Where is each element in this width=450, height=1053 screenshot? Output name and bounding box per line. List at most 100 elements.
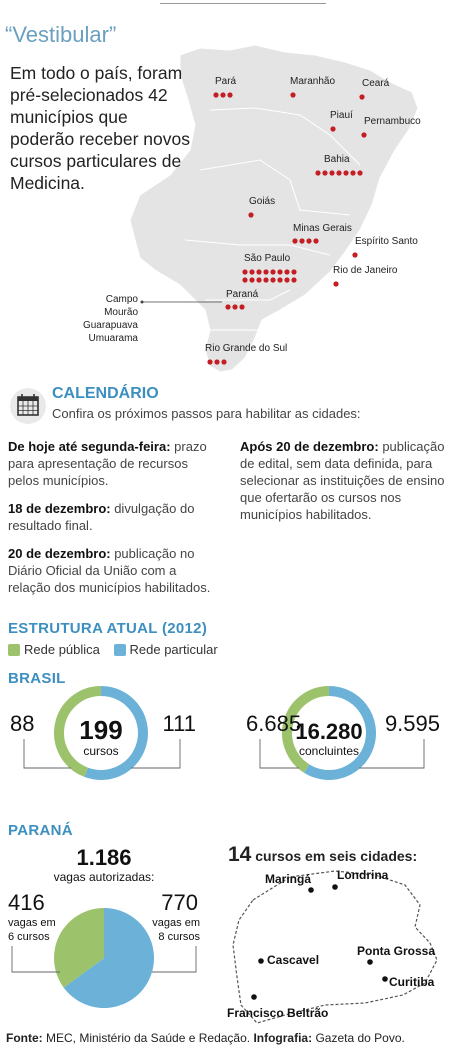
pie-total-label: vagas autorizadas: [54, 870, 155, 884]
brazil-map: Pará Maranhão Ceará Piauí Pernambuco Bahia Goi… [129, 44, 421, 373]
calendar-date: 18 de dezembro: [8, 501, 111, 516]
pie-total-value: 1.186 [76, 845, 131, 870]
municipality-dot [284, 277, 290, 283]
municipality-dot [242, 277, 248, 283]
city-label: Guarapuava [82, 320, 138, 331]
value-label-private: 9.595 [385, 711, 440, 736]
municipality-dot [315, 170, 321, 176]
city-label: Maringá [265, 872, 311, 886]
calendar-desc: publicação no Diário Oficial da União co… [8, 546, 211, 595]
state-label: Pernambuco [364, 116, 421, 127]
calendar-desc: publicação de edital, sem data definida,… [240, 439, 445, 522]
calendar-item: Após 20 de dezembro: publicação de edita… [240, 438, 445, 523]
sublabel-public-1: vagas em [8, 917, 56, 929]
municipality-dot [313, 238, 319, 244]
municipality-dot [284, 269, 290, 275]
leader-line [152, 946, 197, 973]
municipality-dot [263, 277, 269, 283]
city-dot [332, 884, 338, 890]
value-label-public: 88 [10, 711, 34, 736]
calendar-date: De hoje até segunda-feira: [8, 439, 171, 454]
donut-slice-public [282, 686, 330, 773]
sublabel-private-2: 8 cursos [158, 931, 200, 943]
structure-heading: ESTRUTURA ATUAL (2012) [8, 620, 208, 637]
sublabel-public-2: 6 cursos [8, 931, 50, 943]
calendar-date: Após 20 de dezembro: [240, 439, 379, 454]
municipality-dot [350, 170, 356, 176]
municipality-dot [361, 132, 367, 138]
municipality-dot [359, 94, 365, 100]
pie-slice-public [54, 908, 104, 988]
info-text: Gazeta do Povo. [312, 1031, 405, 1045]
leader-line [259, 739, 299, 769]
city-dot [258, 958, 264, 964]
municipality-dot [213, 92, 219, 98]
municipality-dot [277, 277, 283, 283]
calendar-heading: CALENDÁRIO [52, 385, 159, 402]
municipality-dot [270, 277, 276, 283]
value-label-public: 6.685 [246, 711, 301, 736]
lead-text: Em todo o país, foram pré-selecionados 4… [10, 63, 190, 193]
city-label: Cascavel [267, 953, 319, 967]
city-label: Campo Mourão [104, 294, 138, 318]
public-swatch [8, 644, 20, 656]
municipality-dot [256, 277, 262, 283]
sublabel-private-1: vagas em [152, 917, 200, 929]
pie-slice-private [63, 908, 155, 1009]
municipality-dot [227, 92, 233, 98]
municipality-dot [248, 212, 254, 218]
municipality-dot [292, 238, 298, 244]
state-label: Paraná [226, 289, 259, 300]
state-label: Rio de Janeiro [333, 265, 398, 276]
municipality-dot [239, 304, 245, 310]
calendar-item: De hoje até segunda-feira: prazo para ap… [8, 438, 218, 489]
municipality-dot [221, 359, 227, 365]
private-swatch [113, 644, 126, 656]
leader-line [359, 739, 425, 769]
leader-line [11, 946, 60, 973]
municipality-dot [336, 170, 342, 176]
state-label: Rio Grande do Sul [205, 343, 287, 354]
parana-cities-list: Campo Mourão Guarapuava Umuarama [70, 293, 138, 345]
parana-outline [232, 870, 438, 1024]
municipality-dot [290, 92, 296, 98]
municipality-dot [291, 277, 297, 283]
municipality-dot [291, 269, 297, 275]
state-label: Bahia [324, 154, 350, 165]
municipality-dot [322, 170, 328, 176]
municipality-dot [225, 304, 231, 310]
municipality-dot [352, 252, 358, 258]
state-label: Minas Gerais [293, 223, 352, 234]
leader-line [131, 739, 181, 769]
courses-count: 14 [228, 843, 252, 866]
municipality-dot [299, 238, 305, 244]
municipality-dot [306, 238, 312, 244]
donut-center-value: 199 [79, 715, 122, 745]
source-label: Fonte: [6, 1031, 43, 1045]
municipality-dot [249, 269, 255, 275]
municipality-dot [249, 277, 255, 283]
calendar-desc: prazo para apresentação de recursos pelo… [8, 439, 207, 488]
municipality-dot [343, 170, 349, 176]
state-label: Ceará [362, 78, 390, 89]
state-label: Goiás [249, 196, 275, 207]
calendar-item: 18 de dezembro: divulgação do resultado … [8, 500, 218, 534]
parana-map: Maringá Londrina Cascavel Ponta Grossa Curit… [227, 868, 438, 1024]
leader-line [23, 739, 71, 769]
parana-courses-title: 14 cursos em seis cidades: [228, 843, 417, 867]
city-dot [308, 887, 314, 893]
donut-center-value: 16.280 [295, 719, 362, 744]
state-label: Espírito Santo [355, 236, 418, 247]
footer: Fonte: MEC, Ministério da Saúde e Redaçã… [6, 1031, 405, 1045]
municipality-dot [277, 269, 283, 275]
value-label-private: 111 [163, 711, 196, 736]
state-label: Piauí [330, 110, 353, 121]
page-title: “Vestibular” [5, 22, 117, 47]
municipality-dot [207, 359, 213, 365]
municipality-dot [263, 269, 269, 275]
value-label-private: 770 [161, 890, 198, 915]
state-label: Maranhão [290, 76, 335, 87]
calendar-desc: divulgação do resultado final. [8, 501, 195, 533]
donut-center-label: cursos [83, 744, 118, 758]
value-label-public: 416 [8, 890, 45, 915]
